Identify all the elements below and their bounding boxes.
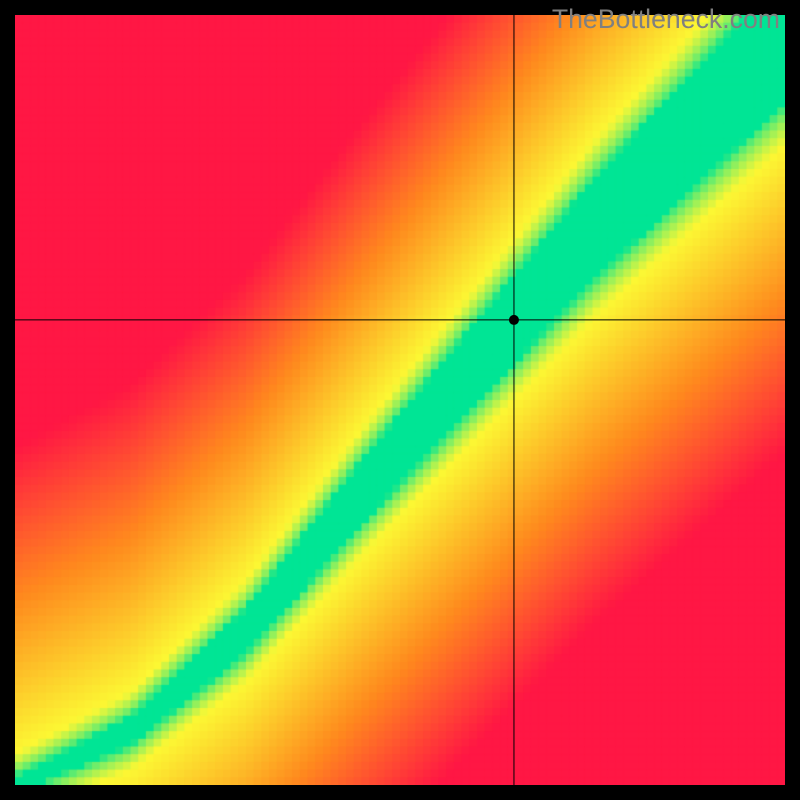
bottleneck-heatmap	[15, 15, 785, 785]
chart-frame: TheBottleneck.com	[0, 0, 800, 800]
watermark-text: TheBottleneck.com	[552, 4, 780, 35]
